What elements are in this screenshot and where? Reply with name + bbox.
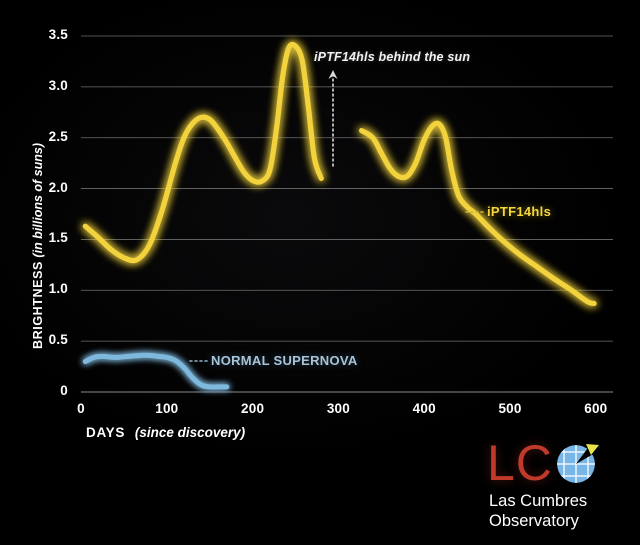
y-axis-title: BRIGHTNESS (in billions of suns)	[31, 143, 45, 349]
y-tick-label: 3.5	[48, 27, 68, 42]
x-tick-label: 300	[326, 401, 350, 416]
x-tick-label: 100	[155, 401, 179, 416]
series-line-iPTF14hls-seg0	[82, 41, 324, 264]
series-line-iPTF14hls-seg1	[358, 120, 597, 307]
gap-annotation-text: iPTF14hls behind the sun	[314, 50, 471, 64]
y-tick-label: 2.0	[48, 179, 68, 195]
y-tick-label: 0.5	[48, 332, 68, 348]
globe-icon	[557, 441, 599, 483]
series-label-iptf14hls: iPTF14hls	[487, 204, 552, 219]
logo-name-line1: Las Cumbres	[489, 492, 588, 510]
y-tick-label: 2.5	[48, 128, 68, 144]
y-axis-title-note: (in billions of suns)	[31, 142, 45, 258]
x-tick-label: 600	[584, 401, 608, 416]
x-tick-label: 200	[241, 401, 265, 416]
gap-arrow-icon	[328, 70, 338, 167]
y-tick-label: 3.0	[48, 77, 68, 93]
y-tick-label: 0	[60, 383, 68, 398]
logo-mark-text: LC	[487, 435, 553, 491]
x-axis-title-main: DAYS	[86, 425, 126, 440]
data-series-layer	[82, 41, 597, 390]
logo-name: Las Cumbres Observatory	[489, 491, 587, 531]
x-tick-label: 400	[412, 401, 436, 416]
y-tick-label: 1.5	[48, 230, 68, 246]
x-tick-label: 0	[77, 401, 85, 416]
y-tick-label: 1.0	[48, 281, 68, 297]
x-axis-title: DAYS (since discovery)	[86, 425, 245, 440]
logo-name-line2: Observatory	[489, 512, 579, 530]
series-label-normal-supernova: NORMAL SUPERNOVA	[211, 353, 358, 368]
lco-logo: LC	[487, 437, 627, 537]
x-tick-label: 500	[498, 401, 522, 416]
y-axis-title-main: BRIGHTNESS	[31, 261, 45, 349]
series-line-normal-supernova-seg0	[82, 352, 230, 390]
x-axis-title-note: (since discovery)	[134, 425, 246, 440]
